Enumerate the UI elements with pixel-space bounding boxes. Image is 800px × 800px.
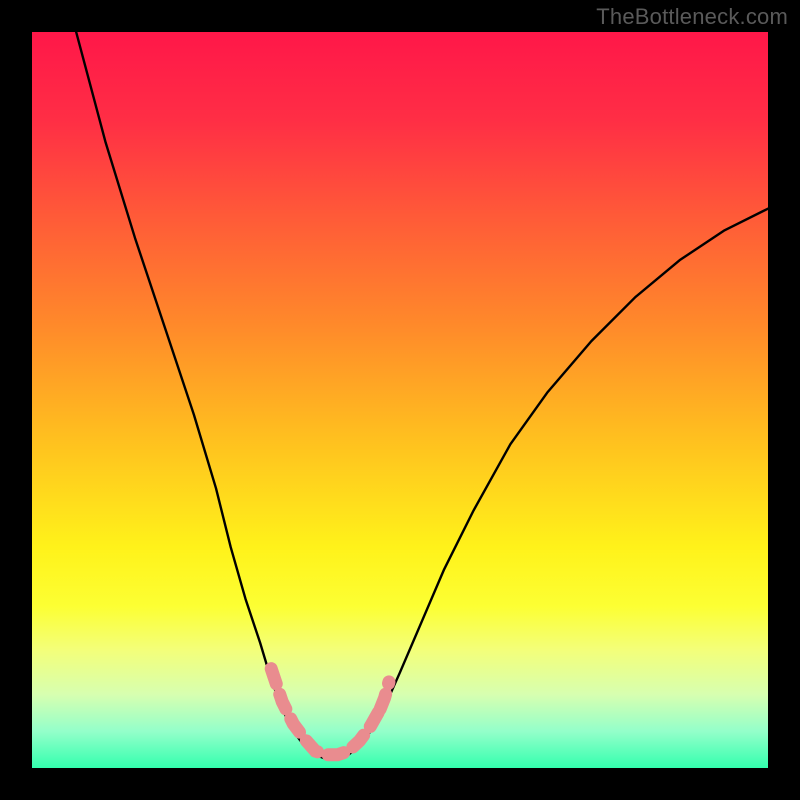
bottleneck-curve — [76, 32, 768, 759]
bottleneck-valley-dotted-tail — [380, 682, 389, 709]
plot-area — [32, 32, 768, 768]
watermark-text: TheBottleneck.com — [596, 4, 788, 30]
stage: TheBottleneck.com — [0, 0, 800, 800]
bottleneck-valley-dotted-main — [271, 669, 380, 755]
plot-svg — [32, 32, 768, 768]
